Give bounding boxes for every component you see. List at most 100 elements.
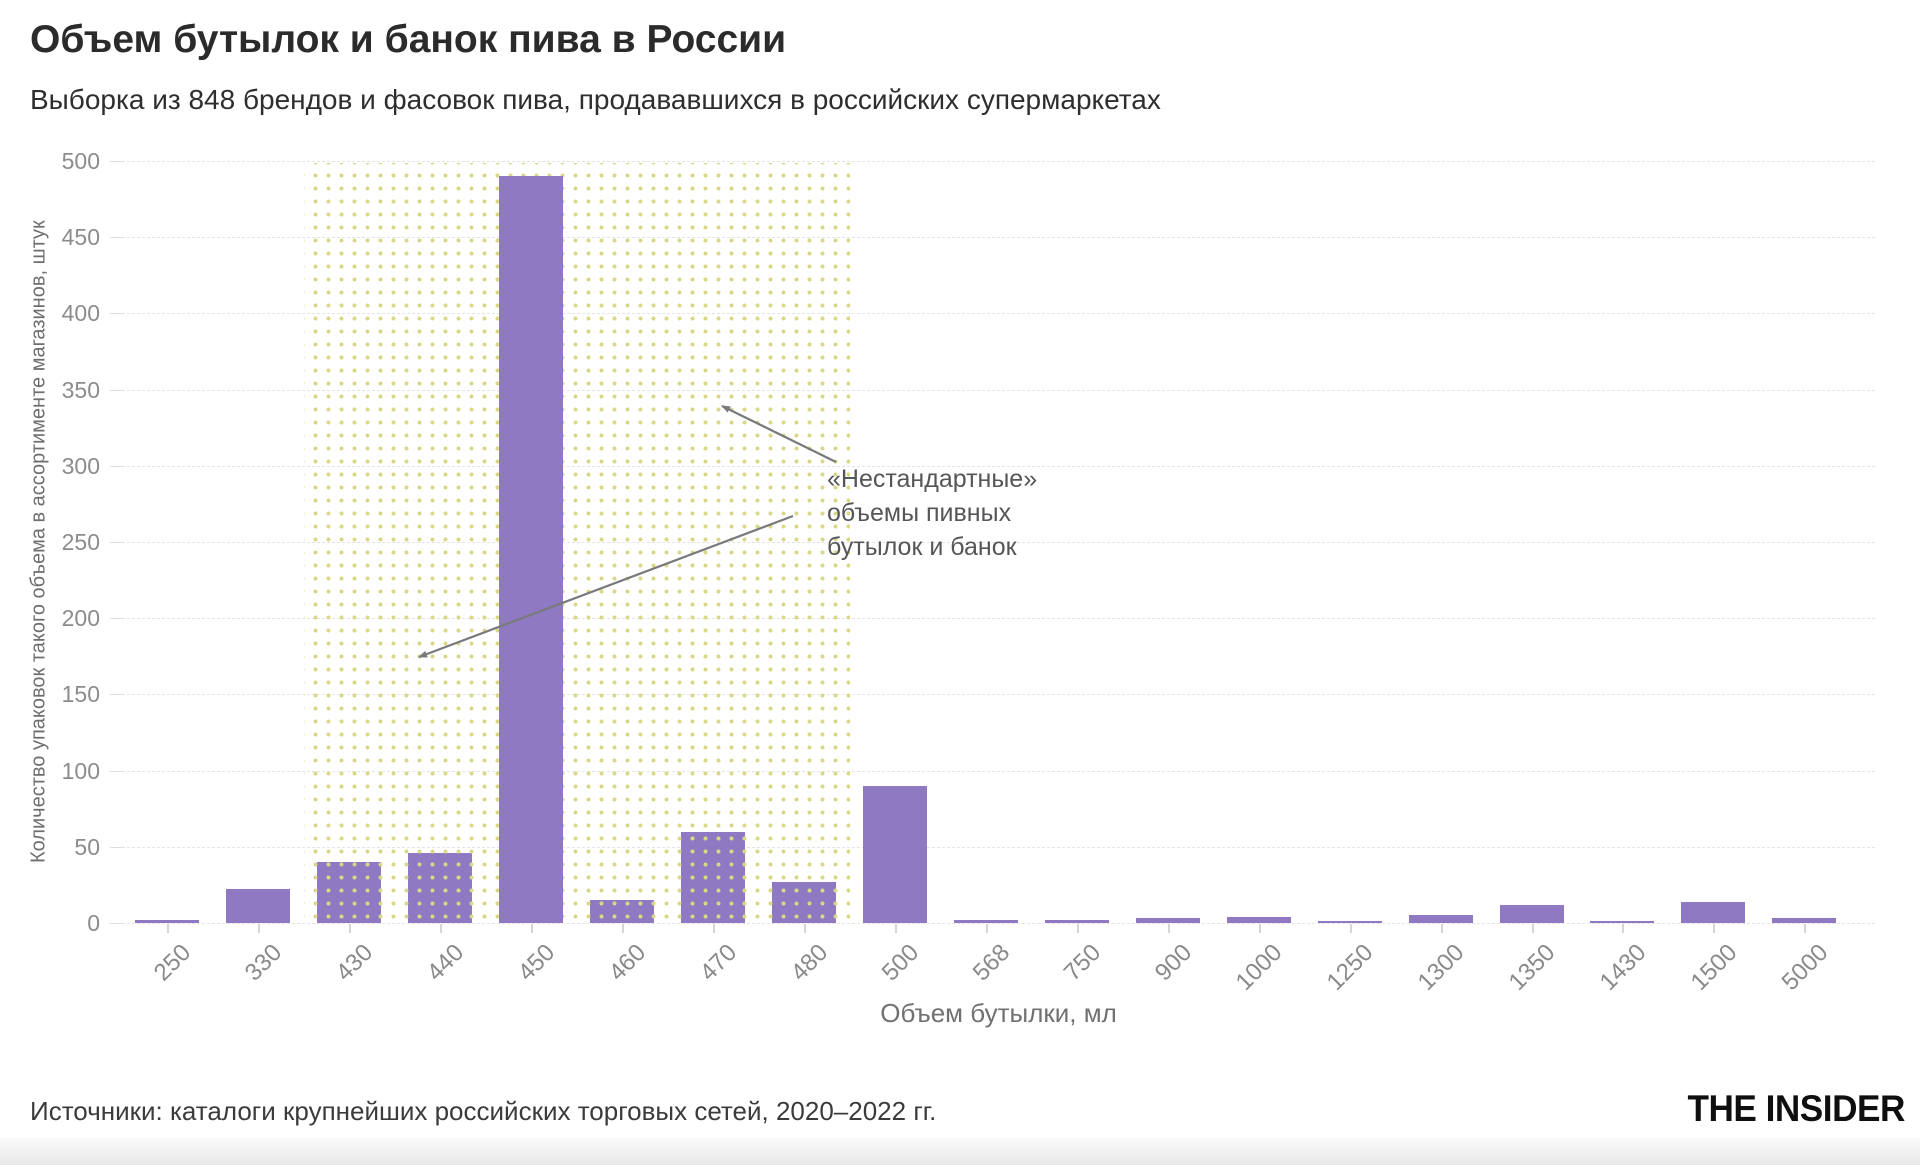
x-axis-label-750: 750 bbox=[1058, 939, 1106, 987]
x-tick-mark bbox=[713, 924, 716, 933]
y-axis-label-400: 400 bbox=[61, 300, 100, 327]
highlight-region-dotted bbox=[303, 163, 850, 923]
bar-slot-1250: 1250 bbox=[1304, 161, 1395, 996]
y-tick-mark bbox=[110, 846, 122, 848]
x-tick-mark bbox=[1258, 924, 1261, 933]
bar-1250 bbox=[1317, 921, 1382, 923]
x-tick-mark bbox=[1076, 924, 1079, 933]
x-tick-mark bbox=[894, 924, 897, 933]
gridline-y-450 bbox=[122, 237, 1875, 239]
bar-1500 bbox=[1681, 901, 1746, 923]
bar-1430 bbox=[1590, 921, 1655, 923]
bar-slot-1350: 1350 bbox=[1486, 161, 1577, 996]
bar-slot-750: 750 bbox=[1031, 161, 1122, 986]
x-tick-mark bbox=[1622, 924, 1625, 933]
gridline-y-200 bbox=[122, 618, 1875, 620]
y-tick-mark bbox=[110, 237, 122, 239]
bar-568 bbox=[953, 919, 1018, 923]
x-tick-mark bbox=[1531, 924, 1534, 933]
y-tick-mark bbox=[110, 313, 122, 315]
x-axis-label-460: 460 bbox=[603, 939, 652, 987]
y-tick-mark bbox=[110, 923, 122, 924]
x-tick-mark bbox=[167, 924, 170, 933]
x-tick-mark bbox=[804, 924, 807, 933]
bar-slot-450: 450 bbox=[486, 161, 577, 986]
bar-250 bbox=[135, 919, 200, 923]
x-tick-mark bbox=[622, 924, 625, 933]
x-tick-mark bbox=[1167, 924, 1170, 933]
x-axis-label-330: 330 bbox=[240, 939, 288, 987]
annotation-line: «Нестандартные» bbox=[827, 465, 1038, 493]
x-axis-label-450: 450 bbox=[512, 939, 561, 987]
y-axis-label-0: 0 bbox=[87, 910, 100, 936]
bar-750 bbox=[1044, 919, 1109, 923]
x-axis-label-568: 568 bbox=[967, 939, 1015, 987]
gridline-y-400 bbox=[122, 313, 1875, 315]
y-tick-mark bbox=[110, 694, 122, 696]
y-tick-mark bbox=[110, 161, 122, 162]
gridline-y-150 bbox=[122, 694, 1875, 696]
y-tick-mark bbox=[110, 618, 122, 620]
x-axis-label-440: 440 bbox=[421, 939, 470, 987]
bar-slot-5000: 5000 bbox=[1759, 161, 1850, 996]
bar-330 bbox=[226, 889, 291, 923]
gridline-y-100 bbox=[122, 770, 1875, 772]
x-axis-label-1250: 1250 bbox=[1321, 939, 1379, 996]
y-axis-label-100: 100 bbox=[61, 757, 100, 784]
x-tick-mark bbox=[1804, 924, 1807, 933]
y-axis-label-350: 350 bbox=[61, 376, 100, 403]
bar-slot-1300: 1300 bbox=[1395, 161, 1486, 996]
y-axis-label-450: 450 bbox=[61, 224, 100, 251]
x-tick-mark bbox=[985, 924, 988, 933]
bar-slot-1500: 1500 bbox=[1668, 161, 1759, 996]
bar-slot-1430: 1430 bbox=[1577, 161, 1668, 996]
y-tick-mark bbox=[110, 389, 122, 391]
page-title: Объем бутылок и банок пива в России bbox=[30, 18, 787, 61]
y-axis-label-150: 150 bbox=[61, 681, 100, 708]
x-axis-label-470: 470 bbox=[694, 939, 743, 987]
bar-900 bbox=[1135, 918, 1200, 923]
gridline-y-350 bbox=[122, 389, 1875, 391]
bar-slot-330: 330 bbox=[213, 161, 304, 986]
x-axis-label-250: 250 bbox=[149, 939, 197, 987]
x-tick-mark bbox=[531, 924, 534, 933]
x-axis-label-480: 480 bbox=[785, 939, 834, 987]
y-axis-label-200: 200 bbox=[61, 605, 100, 632]
x-tick-mark bbox=[1440, 924, 1443, 933]
gridline-y-500 bbox=[122, 161, 1875, 162]
x-tick-mark bbox=[258, 924, 261, 933]
y-axis-label-300: 300 bbox=[61, 452, 100, 479]
bar-450 bbox=[499, 176, 564, 923]
x-axis-label-1000: 1000 bbox=[1230, 939, 1288, 996]
source-credit: Источники: каталоги крупнейших российски… bbox=[30, 1096, 937, 1126]
x-tick-mark bbox=[1713, 924, 1716, 933]
y-axis-label-250: 250 bbox=[61, 529, 100, 555]
bar-1350 bbox=[1499, 904, 1564, 923]
gridline-y-250 bbox=[122, 542, 1875, 543]
x-axis-label-1430: 1430 bbox=[1594, 939, 1652, 996]
y-axis-label-500: 500 bbox=[61, 148, 100, 174]
x-axis-label-1500: 1500 bbox=[1685, 939, 1743, 996]
bar-slot-250: 250 bbox=[122, 161, 213, 986]
bar-500 bbox=[862, 785, 927, 923]
x-axis-label-900: 900 bbox=[1149, 939, 1197, 987]
gridline-y-0 bbox=[122, 923, 1875, 924]
annotation-line: объемы пивных bbox=[827, 499, 1012, 527]
y-tick-mark bbox=[110, 770, 122, 772]
bar-slot-900: 900 bbox=[1122, 161, 1213, 986]
y-tick-mark bbox=[110, 542, 122, 543]
x-tick-mark bbox=[440, 924, 443, 933]
x-tick-mark bbox=[1349, 924, 1352, 933]
y-axis-label-50: 50 bbox=[74, 833, 100, 860]
gridline-y-300 bbox=[122, 465, 1875, 467]
x-axis-title: Объем бутылки, мл bbox=[880, 998, 1117, 1028]
x-axis-label-430: 430 bbox=[331, 939, 379, 987]
x-axis-label-1350: 1350 bbox=[1503, 939, 1561, 996]
bar-5000 bbox=[1772, 918, 1837, 923]
gridline-y-50 bbox=[122, 846, 1875, 848]
bottom-strip bbox=[0, 1138, 1920, 1165]
y-tick-mark bbox=[110, 465, 122, 467]
bar-1000 bbox=[1226, 916, 1291, 923]
bar-slot-568: 568 bbox=[940, 161, 1031, 986]
x-axis-label-1300: 1300 bbox=[1412, 939, 1470, 996]
